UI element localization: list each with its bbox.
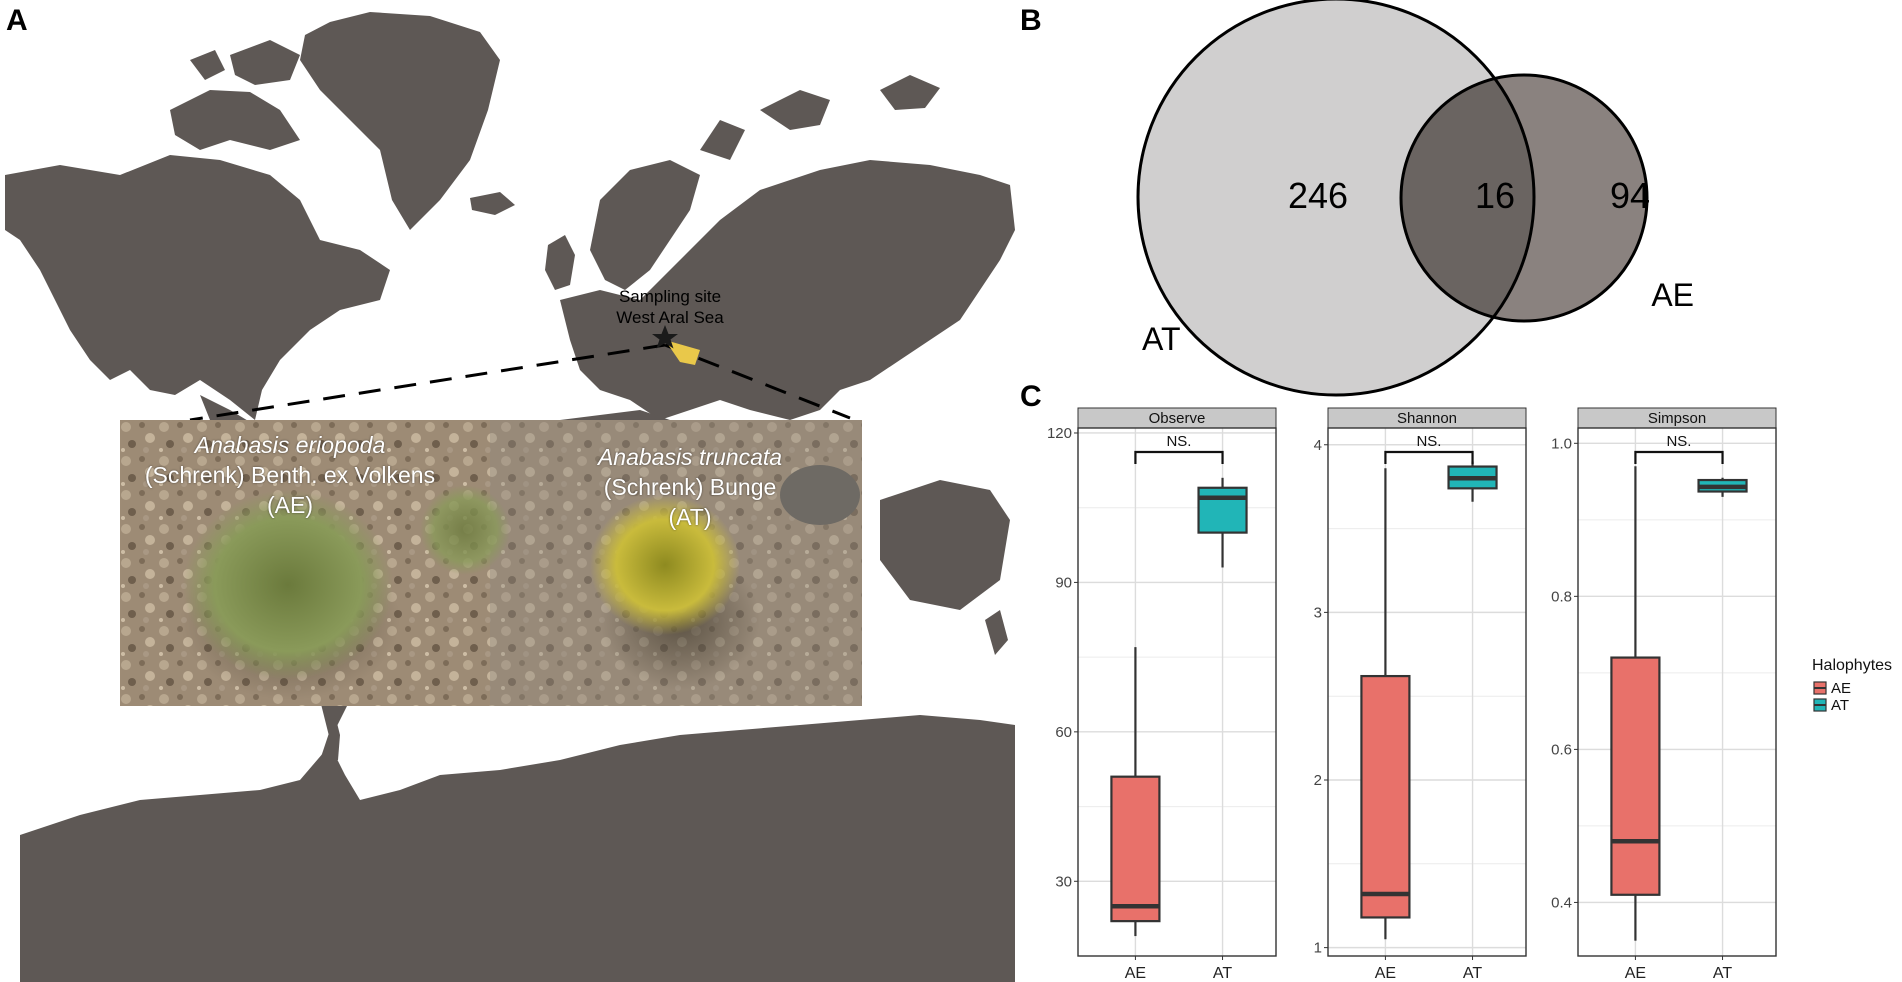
y-tick-label: 0.6 — [1551, 741, 1572, 758]
facet-panel — [1578, 428, 1776, 956]
x-tick-label: AT — [1713, 965, 1732, 980]
venn-overlap — [1401, 75, 1534, 321]
facet-shannon: Shannon 1 2 3 4 NS. AE AT — [1314, 407, 1527, 980]
x-tick-label: AE — [1125, 965, 1146, 980]
leader-line-left — [189, 343, 666, 422]
significance-label: NS. — [1666, 433, 1691, 450]
venn-diagram: 246 16 94 AT AE — [1136, 0, 1694, 397]
x-tick-label: AT — [1463, 965, 1482, 980]
box-at — [1197, 486, 1248, 534]
species-name-ae: Anabasis eriopoda — [194, 432, 386, 458]
facet-simpson: Simpson 0.4 0.6 0.8 1.0 NS. AE AT — [1551, 407, 1777, 980]
significance-bracket — [1634, 450, 1724, 464]
x-tick-label: AE — [1625, 965, 1646, 980]
species-code-ae: (AE) — [267, 492, 313, 518]
facet-observe: Observe 30 60 90 120 NS. AE AT — [1047, 407, 1277, 980]
y-tick-label: 120 — [1047, 425, 1072, 442]
star-icon — [652, 325, 678, 349]
significance-bracket — [1134, 450, 1224, 464]
box-ae — [1610, 656, 1661, 896]
legend-title: Halophytes — [1812, 657, 1892, 674]
species-code-at: (AT) — [668, 504, 712, 530]
venn-label-ae: AE — [1651, 277, 1694, 313]
facet-border — [1077, 427, 1277, 957]
legend-label-ae: AE — [1831, 680, 1851, 697]
panel-label-c: C — [1020, 380, 1042, 413]
venn-circle-at — [1138, 0, 1534, 395]
facet-panel — [1328, 428, 1526, 956]
plant-photo-image — [120, 420, 862, 706]
y-tick-label: 1 — [1314, 940, 1322, 957]
sampling-site-line2: West Aral Sea — [616, 308, 724, 327]
facet-strip-label: Simpson — [1648, 410, 1706, 427]
y-tick-label: 0.4 — [1551, 894, 1572, 911]
y-tick-label: 4 — [1314, 437, 1322, 454]
facet-strip-label: Shannon — [1397, 410, 1457, 427]
plant-photo: Anabasis eriopoda (Schrenk) Benth. ex Vo… — [120, 420, 862, 706]
y-tick-label: 60 — [1055, 724, 1072, 741]
venn-count-shared: 16 — [1475, 175, 1515, 216]
species-name-at: Anabasis truncata — [597, 444, 783, 470]
sampling-site-label: Sampling site West Aral Sea — [600, 286, 740, 328]
photo-label-ae: Anabasis eriopoda (Schrenk) Benth. ex Vo… — [120, 430, 460, 520]
y-tick-label: 30 — [1055, 873, 1072, 890]
significance-label: NS. — [1416, 433, 1441, 450]
venn-count-at-only: 246 — [1288, 175, 1348, 216]
panel-label-b: B — [1020, 4, 1042, 37]
site-flag-icon — [665, 340, 700, 365]
legend-label-at: AT — [1831, 697, 1849, 714]
sampling-site-line1: Sampling site — [618, 287, 722, 306]
box-ae — [1110, 775, 1161, 923]
leader-line-right — [664, 343, 851, 420]
species-authority-at: (Schrenk) Bunge — [603, 474, 777, 500]
y-tick-label: 90 — [1055, 574, 1072, 591]
venn-count-ae-only: 94 — [1610, 175, 1650, 216]
significance-bracket — [1384, 450, 1474, 464]
box-ae — [1360, 674, 1411, 919]
venn-label-at: AT — [1142, 321, 1181, 357]
panel-label-a: A — [6, 4, 28, 37]
species-authority-ae: (Schrenk) Benth. ex Volkens — [144, 462, 436, 488]
facet-border — [1577, 427, 1777, 957]
photo-label-at: Anabasis truncata (Schrenk) Bunge (AT) — [560, 442, 820, 532]
facet-border — [1327, 427, 1527, 957]
facet-strip-label: Observe — [1149, 410, 1206, 427]
x-tick-label: AE — [1375, 965, 1396, 980]
y-tick-label: 1.0 — [1551, 435, 1572, 452]
significance-label: NS. — [1166, 433, 1191, 450]
y-tick-label: 0.8 — [1551, 588, 1572, 605]
y-tick-label: 2 — [1314, 772, 1322, 789]
x-tick-label: AT — [1213, 965, 1232, 980]
y-tick-label: 3 — [1314, 604, 1322, 621]
